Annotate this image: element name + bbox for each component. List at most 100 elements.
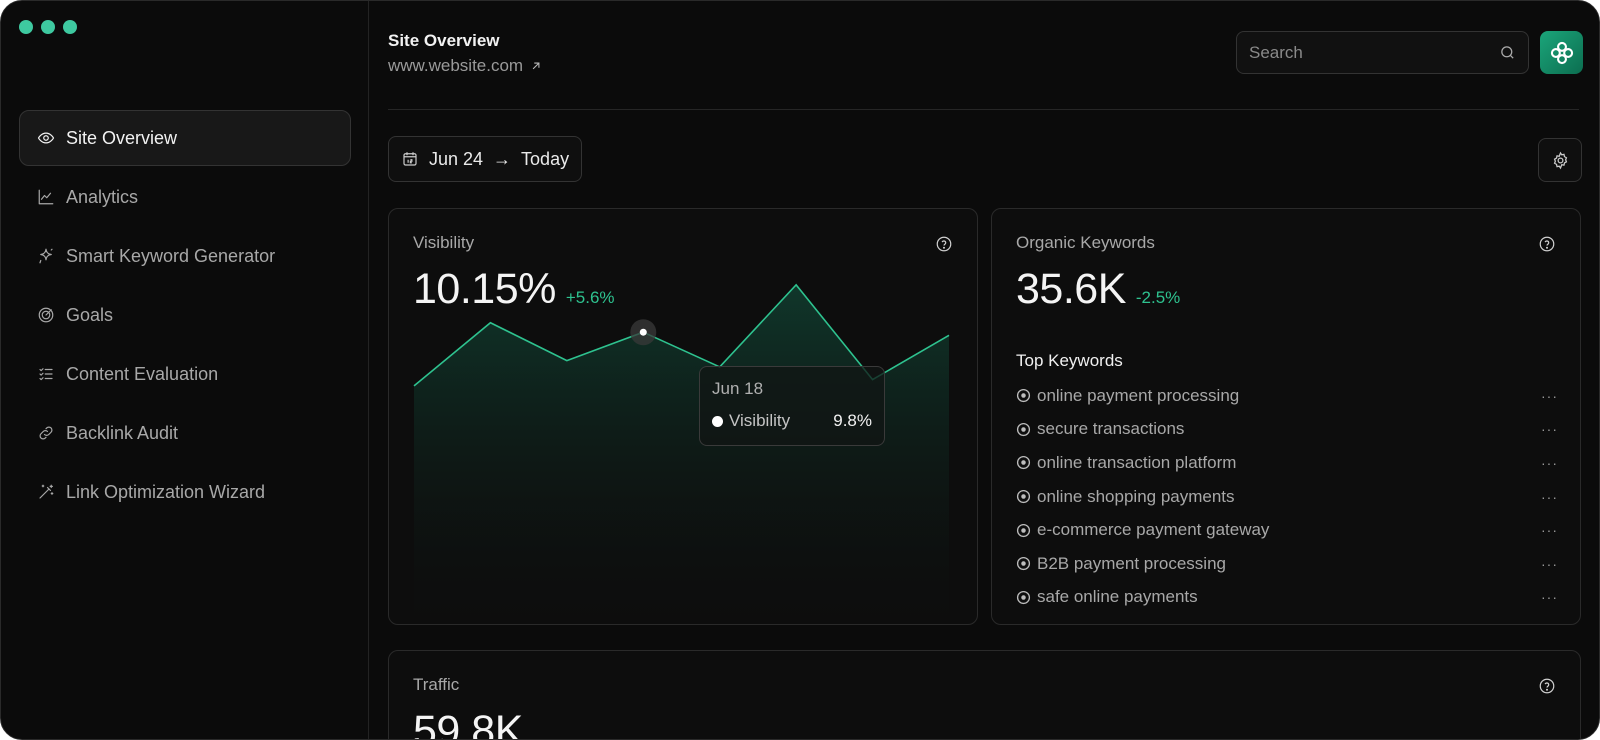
organic-delta: -2.5% (1135, 288, 1181, 307)
settings-button[interactable] (1538, 138, 1582, 182)
brand-logo-icon (1550, 41, 1573, 64)
target-dot-icon (1016, 590, 1031, 605)
sidebar-item-link-optimization-wizard[interactable]: Link Optimization Wizard (19, 464, 351, 520)
keyword-label: safe online payments (1037, 587, 1198, 607)
sidebar-item-site-overview[interactable]: Site Overview (19, 110, 351, 166)
more-options-icon[interactable]: ··· (1541, 454, 1558, 471)
target-dot-icon (1016, 489, 1031, 504)
sidebar-nav: Site Overview Analytics Smart Keyword Ge… (19, 110, 351, 523)
more-options-icon[interactable]: ··· (1541, 589, 1558, 606)
list-item[interactable]: online transaction platform ··· (1016, 446, 1558, 480)
visibility-value: 10.15% (413, 265, 556, 313)
sidebar-item-label: Smart Keyword Generator (66, 245, 276, 266)
list-item[interactable]: secure transactions ··· (1016, 413, 1558, 447)
sidebar-item-backlink-audit[interactable]: Backlink Audit (19, 405, 351, 461)
traffic-card: Traffic 59.8K (388, 650, 1581, 740)
target-dot-icon (1016, 523, 1031, 538)
traffic-metric: 59.8K (413, 707, 523, 740)
help-icon[interactable] (1538, 677, 1556, 695)
keyword-label: online shopping payments (1037, 486, 1235, 506)
keyword-label: online transaction platform (1037, 452, 1237, 472)
search-input[interactable] (1249, 42, 1469, 63)
traffic-title: Traffic (413, 675, 460, 694)
list-item[interactable]: B2B payment processing ··· (1016, 547, 1558, 581)
target-dot-icon (1016, 422, 1031, 437)
visibility-card: Visibility 10.15% +5.6% (388, 208, 978, 625)
date-from: Jun 24 (429, 148, 484, 169)
traffic-value: 59.8K (413, 707, 523, 740)
more-options-icon[interactable]: ··· (1541, 488, 1558, 505)
window-close-dot[interactable] (19, 20, 33, 34)
help-icon[interactable] (1538, 235, 1556, 253)
eye-icon (36, 128, 56, 148)
visibility-metric: 10.15% +5.6% (413, 265, 615, 314)
series-dot-icon (712, 415, 723, 427)
header-divider (388, 109, 1579, 110)
page-title: Site Overview (388, 31, 500, 50)
gear-icon (1553, 151, 1567, 169)
site-url-text: www.website.com (388, 56, 524, 75)
window-controls (19, 20, 77, 34)
sidebar-item-label: Content Evaluation (66, 363, 219, 384)
sidebar-item-label: Analytics (66, 186, 139, 207)
arrow-right-icon: → (493, 148, 512, 169)
target-icon (36, 305, 56, 325)
more-options-icon[interactable]: ··· (1541, 522, 1558, 539)
tooltip-value: 9.8% (833, 411, 872, 430)
chart-series-line (413, 283, 950, 387)
date-range-button[interactable]: Jun 24 → Today (388, 136, 583, 182)
search-icon[interactable] (1499, 44, 1516, 61)
more-options-icon[interactable]: ··· (1541, 421, 1558, 438)
list-item[interactable]: online shopping payments ··· (1016, 480, 1558, 514)
target-dot-icon (1016, 455, 1031, 470)
chart-point[interactable] (639, 328, 647, 336)
more-options-icon[interactable]: ··· (1541, 555, 1558, 572)
target-dot-icon (1016, 388, 1031, 403)
tooltip-date: Jun 18 (712, 379, 764, 398)
sidebar-item-label: Goals (66, 304, 114, 325)
organic-metric: 35.6K -2.5% (1016, 265, 1180, 314)
sidebar: Site Overview Analytics Smart Keyword Ge… (1, 1, 369, 739)
line-chart-icon (36, 187, 56, 207)
sidebar-item-content-evaluation[interactable]: Content Evaluation (19, 346, 351, 402)
checklist-icon (36, 364, 56, 384)
sidebar-item-label: Link Optimization Wizard (66, 481, 266, 502)
sidebar-item-smart-keyword-generator[interactable]: Smart Keyword Generator (19, 228, 351, 284)
window-minimize-dot[interactable] (41, 20, 55, 34)
list-item[interactable]: safe online payments ··· (1016, 581, 1558, 615)
list-item[interactable]: e-commerce payment gateway ··· (1016, 513, 1558, 547)
chart-tooltip: Jun 18 Visibility 9.8% (699, 366, 885, 446)
sidebar-item-analytics[interactable]: Analytics (19, 169, 351, 225)
search-box (1236, 31, 1529, 74)
avatar[interactable] (1540, 31, 1583, 74)
more-options-icon[interactable]: ··· (1541, 387, 1558, 404)
keyword-label: secure transactions (1037, 419, 1185, 439)
site-url-link[interactable]: www.website.com (388, 56, 543, 76)
chart-area-fill (414, 284, 949, 624)
organic-value: 35.6K (1016, 265, 1126, 313)
sidebar-item-goals[interactable]: Goals (19, 287, 351, 343)
organic-keywords-card: Organic Keywords 35.6K -2.5% Top Keyword… (991, 208, 1581, 625)
help-icon[interactable] (935, 235, 953, 253)
external-link-icon (532, 62, 540, 70)
list-item[interactable]: online payment processing ··· (1016, 379, 1558, 413)
keyword-label: e-commerce payment gateway (1037, 520, 1270, 540)
magic-wand-icon (36, 482, 56, 502)
sidebar-item-label: Backlink Audit (66, 422, 179, 443)
sparkle-icon (36, 246, 56, 266)
organic-title: Organic Keywords (1016, 233, 1155, 252)
main-content: Site Overview www.website.com Jun 24 → T… (370, 1, 1599, 740)
tooltip-label: Visibility (729, 411, 791, 430)
calendar-icon (403, 152, 417, 166)
target-dot-icon (1016, 556, 1031, 571)
visibility-delta: +5.6% (565, 288, 615, 307)
top-keywords-heading: Top Keywords (1016, 351, 1123, 370)
visibility-chart[interactable] (389, 209, 978, 625)
keyword-list: online payment processing ··· secure trans… (1016, 379, 1558, 614)
window-maximize-dot[interactable] (63, 20, 77, 34)
link-icon (36, 423, 56, 443)
visibility-title: Visibility (413, 233, 475, 252)
keyword-label: online payment processing (1037, 385, 1240, 405)
keyword-label: B2B payment processing (1037, 553, 1226, 573)
